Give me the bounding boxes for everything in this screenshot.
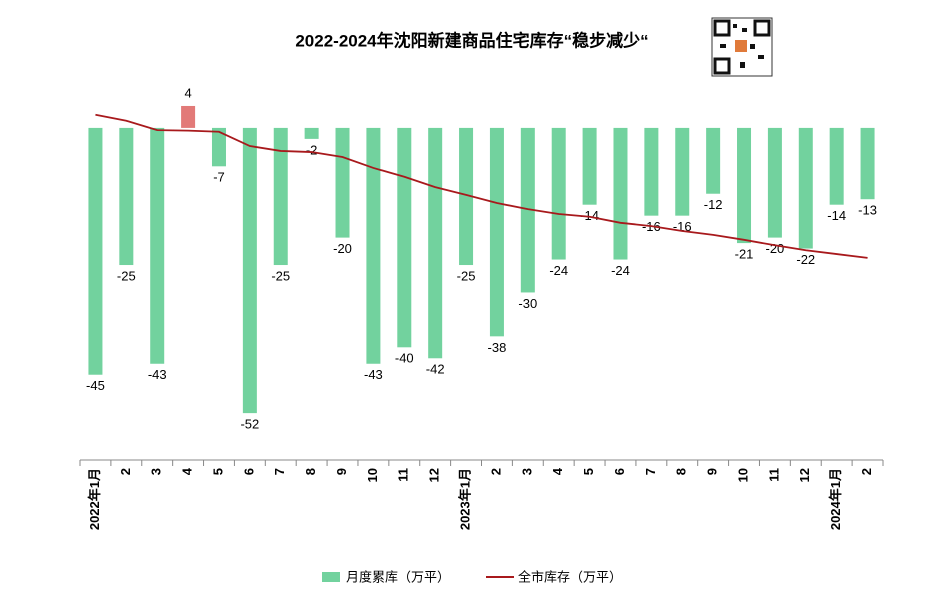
x-tick-label: 4 <box>550 467 565 475</box>
x-tick-label: 10 <box>365 468 380 482</box>
x-tick-label: 7 <box>272 468 287 475</box>
bar <box>211 127 226 167</box>
line <box>95 113 868 259</box>
legend-label: 月度累库（万平） <box>346 569 450 584</box>
bar <box>397 127 412 348</box>
data-label: -25 <box>271 268 290 283</box>
data-label: -20 <box>333 241 352 256</box>
bar <box>428 127 443 359</box>
x-tick-label: 5 <box>210 468 225 475</box>
x-tick-label: 12 <box>427 468 442 482</box>
data-label: -24 <box>611 263 630 278</box>
x-tick-label: 12 <box>797 468 812 482</box>
bar <box>366 127 381 364</box>
data-label: -45 <box>86 378 105 393</box>
bar <box>737 127 752 244</box>
data-label: -38 <box>488 340 507 355</box>
x-tick-label: 3 <box>519 468 534 475</box>
x-tick-label: 2 <box>859 468 874 475</box>
bar <box>860 127 875 200</box>
qr-code <box>711 17 773 77</box>
data-label: -2 <box>306 142 318 157</box>
data-label: -13 <box>858 203 877 218</box>
data-label: -14 <box>827 208 846 223</box>
bar <box>119 127 134 266</box>
data-label: -12 <box>704 197 723 212</box>
data-label: -43 <box>148 367 167 382</box>
data-label: -25 <box>117 268 136 283</box>
x-tick-label: 11 <box>396 468 411 482</box>
legend-label: 全市库存（万平） <box>518 569 622 584</box>
data-label: -43 <box>364 367 383 382</box>
bar <box>489 127 504 337</box>
data-label: -30 <box>518 296 537 311</box>
bar <box>706 127 721 194</box>
x-tick-label: 3 <box>149 468 164 475</box>
x-tick-label: 2 <box>488 468 503 475</box>
data-label: -14 <box>580 208 599 223</box>
bar <box>150 127 165 364</box>
bar <box>829 127 844 205</box>
bar <box>181 105 196 128</box>
x-tick-label: 2024年1月 <box>828 468 843 530</box>
bar <box>675 127 690 216</box>
x-tick-label: 6 <box>612 468 627 475</box>
bar <box>304 127 319 139</box>
data-label: -21 <box>735 247 754 262</box>
data-label: 4 <box>184 85 191 100</box>
bar <box>798 127 813 249</box>
x-tick-label: 5 <box>581 468 596 475</box>
x-tick-label: 7 <box>643 468 658 475</box>
bar <box>335 127 350 238</box>
legend-swatch <box>322 572 340 582</box>
bar <box>644 127 659 216</box>
bar <box>582 127 597 205</box>
bar <box>273 127 288 266</box>
x-tick-label: 10 <box>735 468 750 482</box>
x-tick-label: 2 <box>118 468 133 475</box>
x-tick-label: 9 <box>334 468 349 475</box>
data-label: -22 <box>796 252 815 267</box>
x-tick-label: 4 <box>180 467 195 475</box>
data-label: -25 <box>457 268 476 283</box>
x-tick-label: 11 <box>766 468 781 482</box>
x-tick-label: 6 <box>241 468 256 475</box>
chart-title: 2022-2024年沈阳新建商品住宅库存“稳步减少“ <box>295 30 648 50</box>
bar <box>520 127 535 293</box>
x-tick-label: 2023年1月 <box>457 468 472 530</box>
x-tick-label: 9 <box>705 468 720 475</box>
bar <box>613 127 628 260</box>
bar <box>767 127 782 238</box>
x-tick-label: 8 <box>303 468 318 475</box>
data-label: -42 <box>426 362 445 377</box>
x-tick-label: 8 <box>674 468 689 475</box>
data-label: -24 <box>549 263 568 278</box>
data-label: -52 <box>240 417 259 432</box>
data-label: -7 <box>213 170 225 185</box>
bar <box>88 127 103 375</box>
x-tick-label: 2022年1月 <box>87 468 102 530</box>
bar <box>551 127 566 260</box>
bar <box>242 127 257 414</box>
data-label: -40 <box>395 351 414 366</box>
bar <box>459 127 474 266</box>
